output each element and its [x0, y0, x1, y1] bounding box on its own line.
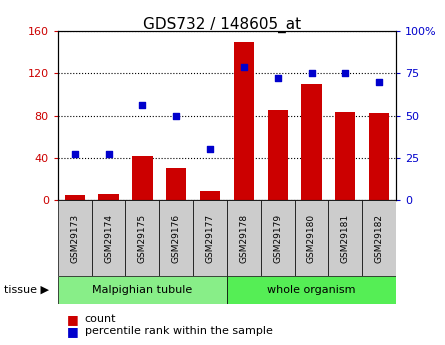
Point: [139, 103, 146, 108]
Bar: [295, 200, 328, 276]
Text: GSM29173: GSM29173: [70, 214, 79, 263]
Bar: [58, 276, 227, 304]
Text: ■: ■: [67, 325, 78, 338]
Bar: [159, 200, 193, 276]
Text: GSM29176: GSM29176: [172, 214, 181, 263]
Text: GSM29182: GSM29182: [375, 214, 384, 263]
Point: [206, 147, 214, 152]
Text: GSM29174: GSM29174: [104, 214, 113, 263]
Point: [71, 152, 78, 157]
Bar: [335, 112, 356, 200]
Text: count: count: [85, 314, 116, 324]
Point: [274, 76, 281, 81]
Point: [173, 113, 180, 118]
Bar: [132, 156, 153, 200]
Point: [308, 71, 315, 76]
Point: [376, 79, 383, 85]
Bar: [369, 114, 389, 200]
Text: GDS732 / 148605_at: GDS732 / 148605_at: [143, 17, 302, 33]
Text: percentile rank within the sample: percentile rank within the sample: [85, 326, 272, 336]
Point: [105, 152, 112, 157]
Bar: [58, 200, 92, 276]
Bar: [227, 276, 396, 304]
Bar: [261, 200, 295, 276]
Text: ■: ■: [67, 313, 78, 326]
Bar: [125, 200, 159, 276]
Bar: [328, 200, 362, 276]
Bar: [234, 42, 254, 200]
Point: [342, 71, 349, 76]
Text: GSM29181: GSM29181: [341, 214, 350, 263]
Text: GSM29175: GSM29175: [138, 214, 147, 263]
Text: GSM29177: GSM29177: [206, 214, 214, 263]
Text: GSM29178: GSM29178: [239, 214, 248, 263]
Bar: [193, 200, 227, 276]
Text: tissue ▶: tissue ▶: [4, 285, 49, 295]
Bar: [98, 194, 119, 200]
Bar: [166, 168, 186, 200]
Text: whole organism: whole organism: [267, 285, 356, 295]
Text: GSM29180: GSM29180: [307, 214, 316, 263]
Bar: [227, 200, 261, 276]
Bar: [301, 84, 322, 200]
Bar: [65, 195, 85, 200]
Bar: [92, 200, 125, 276]
Text: Malpighian tubule: Malpighian tubule: [92, 285, 193, 295]
Bar: [362, 200, 396, 276]
Point: [240, 64, 247, 69]
Bar: [267, 110, 288, 200]
Bar: [200, 190, 220, 200]
Text: GSM29179: GSM29179: [273, 214, 282, 263]
